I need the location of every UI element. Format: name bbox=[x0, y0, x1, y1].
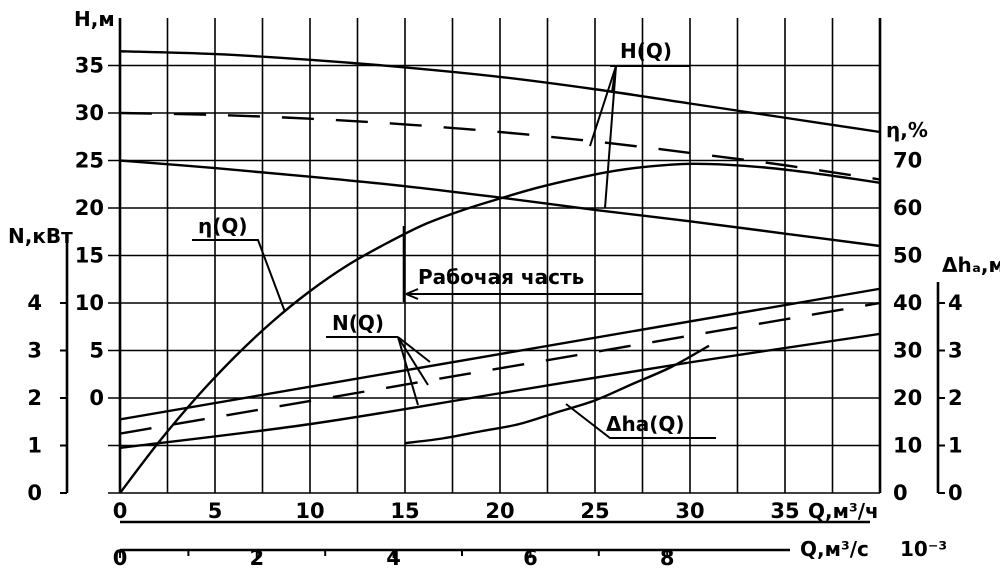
y-power-axis-label: N,кВт bbox=[8, 224, 73, 248]
tick-label-q-h: 30 bbox=[675, 499, 704, 523]
tick-labels: 05101520253035H,м01234N,кВт0102030405060… bbox=[8, 7, 1000, 570]
tick-label-head: 5 bbox=[89, 339, 104, 363]
tick-label-head: 20 bbox=[75, 196, 104, 220]
tick-label-eff: 30 bbox=[893, 339, 922, 363]
tick-label-q-h: 10 bbox=[295, 499, 324, 523]
series-npsh bbox=[404, 344, 710, 445]
eff-leader bbox=[192, 239, 286, 313]
tick-label-head: 25 bbox=[75, 149, 104, 173]
tick-label-head: 10 bbox=[75, 291, 104, 315]
series-power-mid bbox=[119, 301, 881, 435]
tick-label-power: 3 bbox=[27, 339, 42, 363]
tick-label-eff: 40 bbox=[893, 291, 922, 315]
y-eff-axis-label: η,% bbox=[886, 118, 928, 142]
head-curve-label: H(Q) bbox=[620, 39, 672, 63]
npsh-leader bbox=[565, 403, 716, 439]
x-bottom-unit-suffix: 10⁻³ bbox=[900, 537, 947, 561]
tick-label-npsh: 3 bbox=[948, 339, 963, 363]
tick-label-head: 30 bbox=[75, 101, 104, 125]
npsh-curve-label: Δhа(Q) bbox=[606, 412, 685, 436]
tick-label-q-h: 15 bbox=[390, 499, 419, 523]
tick-label-npsh: 1 bbox=[948, 434, 963, 458]
tick-label-power: 4 bbox=[27, 291, 42, 315]
series-eff bbox=[119, 162, 881, 494]
tick-label-eff: 0 bbox=[893, 481, 908, 505]
tick-label-q-h: 0 bbox=[113, 499, 128, 523]
tick-label-head: 0 bbox=[89, 386, 104, 410]
working-part-label: Рабочая часть bbox=[418, 265, 584, 289]
series-power-max bbox=[119, 287, 881, 421]
tick-label-q-h: 25 bbox=[580, 499, 609, 523]
grid bbox=[108, 18, 881, 494]
tick-label-eff: 10 bbox=[893, 434, 922, 458]
tick-label-eff: 70 bbox=[893, 149, 922, 173]
eff-curve-label: η(Q) bbox=[198, 214, 248, 238]
tick-label-q-h: 5 bbox=[208, 499, 223, 523]
axes bbox=[65, 18, 940, 552]
tick-label-eff: 60 bbox=[893, 196, 922, 220]
tick-label-power: 0 bbox=[27, 481, 42, 505]
tick-label-npsh: 2 bbox=[948, 386, 963, 410]
annotations: H(Q) η(Q) N(Q) Δhа(Q) Рабочая часть bbox=[192, 39, 716, 439]
power-leader-2 bbox=[397, 336, 429, 386]
tick-label-eff: 20 bbox=[893, 386, 922, 410]
tick-label-head: 35 bbox=[75, 54, 104, 78]
head-leader-2 bbox=[604, 65, 617, 209]
series-power-min bbox=[119, 332, 881, 450]
x-bottom-axis-label: Q,м³/с bbox=[800, 537, 869, 561]
x-top-axis-label: Q,м³/ч bbox=[808, 499, 879, 523]
tick-label-q-h: 20 bbox=[485, 499, 514, 523]
power-curve-label: N(Q) bbox=[332, 311, 384, 335]
series-head-mid bbox=[119, 111, 881, 181]
y-npsh-axis-label: Δhₐ,м bbox=[942, 253, 1000, 277]
y-head-axis-label: H,м bbox=[74, 7, 115, 31]
tick-label-power: 2 bbox=[27, 386, 42, 410]
working-part-arrow-1 bbox=[405, 288, 419, 295]
curves bbox=[119, 50, 881, 494]
tick-label-q-h: 35 bbox=[770, 499, 799, 523]
working-part-arrow-2 bbox=[405, 293, 419, 300]
tick-label-npsh: 0 bbox=[948, 481, 963, 505]
tick-label-eff: 50 bbox=[893, 244, 922, 268]
tick-label-power: 1 bbox=[27, 434, 42, 458]
tick-label-npsh: 4 bbox=[948, 291, 963, 315]
head-leader-3 bbox=[611, 65, 617, 93]
tick-label-head: 15 bbox=[75, 244, 104, 268]
head-leader-1 bbox=[589, 65, 617, 147]
power-leader-3 bbox=[397, 336, 419, 406]
series-head-max bbox=[119, 50, 881, 134]
power-leader-1 bbox=[397, 336, 431, 363]
